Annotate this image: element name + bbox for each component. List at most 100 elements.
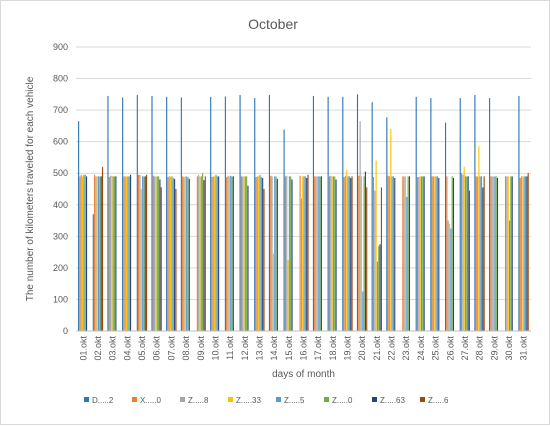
- bar: [259, 174, 261, 331]
- legend-swatch: [324, 397, 329, 402]
- y-tick-label: 400: [53, 200, 68, 210]
- bar: [505, 176, 507, 331]
- bar: [276, 178, 278, 331]
- bar: [518, 95, 520, 331]
- bar: [490, 176, 492, 331]
- bar: [430, 98, 432, 332]
- y-axis-title: The number of kilometers traveled for ea…: [25, 76, 36, 301]
- bar: [286, 175, 288, 331]
- x-tick-label: 01.okt: [78, 336, 88, 361]
- x-tick-label: 08.okt: [181, 336, 191, 361]
- bar: [156, 176, 158, 331]
- bar: [406, 196, 408, 331]
- bar: [175, 189, 177, 331]
- bar: [451, 176, 453, 331]
- bar: [371, 102, 373, 331]
- legend-label: Z.....8: [188, 396, 209, 405]
- bar: [258, 176, 260, 331]
- bar: [388, 176, 391, 331]
- legend: D.....2 X.....0 Z.....8 Z.....33 Z.....5 Z...…: [84, 396, 449, 405]
- x-tick-label: 22.okt: [387, 336, 397, 361]
- bar: [114, 176, 116, 331]
- bar: [402, 176, 404, 331]
- bar: [94, 174, 96, 331]
- bar: [343, 177, 345, 331]
- bar: [254, 98, 256, 332]
- bar: [155, 176, 157, 331]
- legend-label: Z.....6: [428, 396, 449, 405]
- bar: [80, 174, 82, 331]
- bar: [124, 176, 126, 331]
- bar: [240, 176, 242, 331]
- bar: [270, 175, 272, 331]
- bar: [271, 176, 273, 331]
- bar: [438, 177, 440, 331]
- bar: [111, 175, 113, 331]
- bar: [348, 176, 350, 331]
- x-axis-title: days of month: [272, 369, 335, 380]
- bar: [154, 176, 156, 331]
- bar: [144, 176, 146, 331]
- x-tick-label: 26.okt: [445, 336, 455, 361]
- bar: [483, 176, 485, 331]
- legend-swatch: [180, 397, 185, 402]
- bar: [107, 95, 109, 331]
- bar: [260, 177, 262, 331]
- bar: [172, 177, 174, 331]
- bar: [350, 177, 352, 331]
- bar: [447, 220, 449, 331]
- bar: [475, 176, 477, 331]
- bar: [431, 176, 433, 331]
- bar: [214, 176, 216, 331]
- bar: [363, 176, 365, 331]
- bar: [495, 176, 497, 331]
- bar: [182, 176, 184, 331]
- bar: [332, 176, 334, 331]
- x-tick-label: 11.okt: [225, 336, 235, 360]
- y-tick-label: 200: [53, 263, 68, 273]
- bar: [243, 176, 245, 331]
- bar: [391, 176, 393, 331]
- bar: [160, 187, 162, 331]
- bar: [287, 260, 289, 331]
- bar: [476, 176, 479, 331]
- x-tick-label: 24.okt: [416, 336, 426, 361]
- bar: [492, 176, 495, 331]
- bar: [416, 177, 419, 331]
- bar: [211, 177, 213, 331]
- y-tick-label: 500: [53, 168, 68, 178]
- bar: [290, 176, 292, 331]
- bar: [435, 176, 437, 331]
- bar: [422, 176, 424, 331]
- bar: [231, 176, 233, 331]
- bar: [312, 95, 315, 331]
- bar: [508, 220, 511, 331]
- x-tick-label: 12.okt: [240, 336, 250, 361]
- bar: [464, 176, 467, 331]
- bar: [202, 173, 204, 331]
- bar: [466, 176, 468, 331]
- bar: [186, 176, 188, 331]
- legend-label: D.....2: [92, 396, 114, 405]
- bar: [283, 129, 285, 331]
- bar: [444, 122, 447, 331]
- bar: [491, 176, 493, 331]
- bar: [448, 223, 451, 331]
- bar: [359, 121, 361, 331]
- bar: [342, 96, 344, 331]
- bar: [284, 176, 286, 331]
- bar: [82, 176, 84, 331]
- bar: [203, 180, 205, 331]
- bar: [302, 176, 304, 331]
- bar: [358, 175, 360, 331]
- bar: [524, 176, 527, 331]
- bar: [394, 177, 396, 331]
- bar: [288, 176, 290, 331]
- x-tick-label: 04.okt: [122, 336, 132, 361]
- bar: [303, 176, 305, 331]
- bar: [320, 176, 322, 331]
- bar: [166, 96, 168, 331]
- legend-swatch: [84, 397, 89, 402]
- bar: [380, 187, 382, 331]
- bar: [227, 175, 229, 331]
